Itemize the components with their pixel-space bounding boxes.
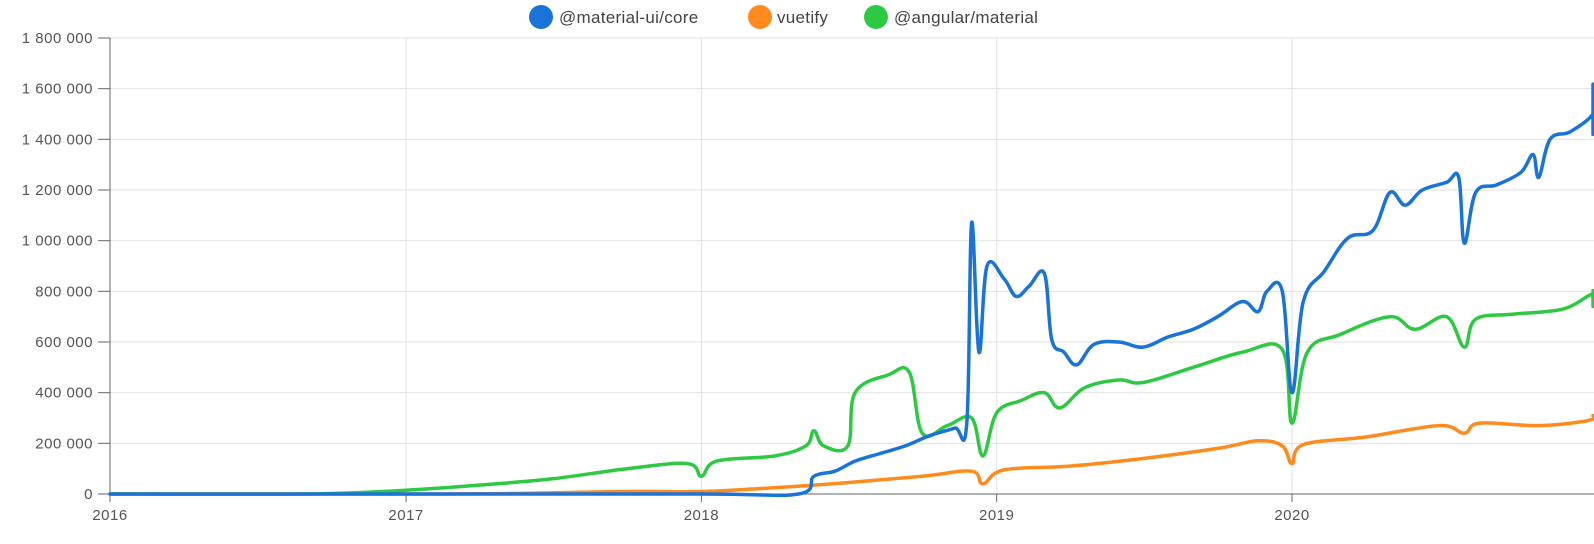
series-lines — [108, 82, 1594, 498]
y-tick-label: 400 000 — [35, 385, 93, 402]
legend-item-vuetify[interactable]: vuetify — [748, 5, 828, 29]
legend-item-material-ui-core[interactable]: @material-ui/core — [529, 5, 699, 29]
x-tick-label: 2019 — [979, 507, 1014, 524]
series-line-material-ui-core — [108, 82, 1594, 498]
legend-label: @material-ui/core — [559, 8, 699, 27]
legend-item-angular-material[interactable]: @angular/material — [864, 5, 1038, 29]
series-line-angular-material — [108, 288, 1594, 497]
x-tick-label: 2017 — [388, 507, 423, 524]
y-tick-label: 1 400 000 — [22, 131, 93, 148]
y-tick-label: 0 — [84, 486, 93, 503]
y-tick-label: 1 800 000 — [22, 30, 93, 47]
y-tick-label: 1 200 000 — [22, 182, 93, 199]
y-tick-label: 1 600 000 — [22, 81, 93, 98]
y-axis-ticks: 0 200 000 400 000 600 000 800 000 1 000 000 1 … — [22, 30, 110, 503]
chart-legend: @material-ui/core vuetify @angular/materia… — [529, 5, 1038, 29]
legend-swatch — [748, 5, 772, 29]
legend-swatch — [529, 5, 553, 29]
x-tick-label: 2016 — [92, 507, 127, 524]
x-tick-label: 2018 — [684, 507, 719, 524]
x-tick-label: 2020 — [1274, 507, 1309, 524]
y-tick-label: 1 000 000 — [22, 233, 93, 250]
legend-label: @angular/material — [894, 8, 1038, 27]
y-tick-label: 800 000 — [35, 283, 93, 300]
y-tick-label: 600 000 — [35, 334, 93, 351]
legend-label: vuetify — [777, 8, 828, 27]
y-tick-label: 200 000 — [35, 435, 93, 452]
legend-swatch — [864, 5, 888, 29]
series-line-vuetify — [108, 413, 1594, 496]
x-axis-ticks: 2016 2017 2018 2019 2020 — [92, 494, 1309, 524]
